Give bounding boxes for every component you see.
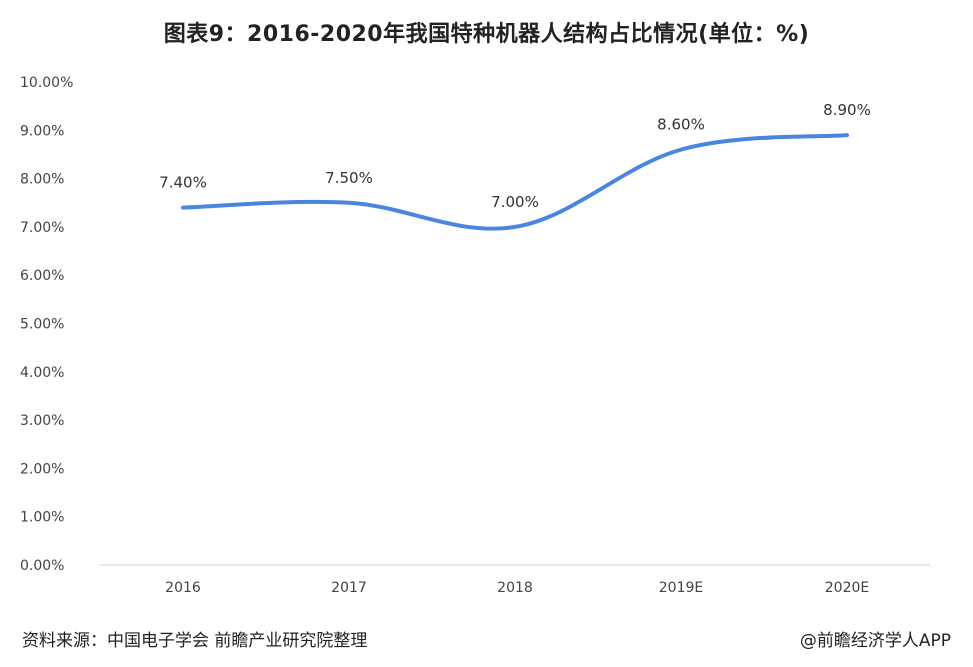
line-chart: 0.00% 1.00% 2.00% 3.00% 4.00% 5.00% 6.00% 7.00%… [20,75,930,596]
y-tick-label: 5.00% [20,317,64,333]
credit-note: @前瞻经济学人APP [799,631,951,651]
data-label: 7.00% [491,193,539,211]
y-tick-label: 0.00% [20,558,64,574]
y-tick-label: 9.00% [20,123,64,139]
y-tick-label: 10.00% [20,75,73,91]
y-tick-label: 2.00% [20,461,64,477]
source-note: 资料来源：中国电子学会 前瞻产业研究院整理 [22,631,368,651]
data-labels: 7.40% 7.50% 7.00% 8.60% 8.90% [159,101,871,211]
series-line [181,133,849,231]
x-tick-label: 2019E [659,580,703,596]
x-tick-label: 2018 [497,580,533,596]
x-tick-label: 2020E [825,580,869,596]
data-label: 8.90% [823,101,871,119]
y-tick-label: 3.00% [20,413,64,429]
chart-title: 图表9：2016-2020年我国特种机器人结构占比情况(单位：%) [163,22,810,47]
y-tick-label: 7.00% [20,220,64,236]
data-label: 7.40% [159,174,207,192]
y-tick-label: 6.00% [20,268,64,284]
x-tick-label: 2017 [331,580,367,596]
data-label: 8.60% [657,116,705,134]
y-tick-label: 4.00% [20,365,64,381]
y-tick-label: 8.00% [20,172,64,188]
y-tick-label: 1.00% [20,510,64,526]
x-axis-ticks: 2016 2017 2018 2019E 2020E [165,580,869,596]
x-tick-label: 2016 [165,580,201,596]
y-axis-ticks: 0.00% 1.00% 2.00% 3.00% 4.00% 5.00% 6.00% 7.00%… [20,75,73,574]
data-label: 7.50% [325,169,373,187]
